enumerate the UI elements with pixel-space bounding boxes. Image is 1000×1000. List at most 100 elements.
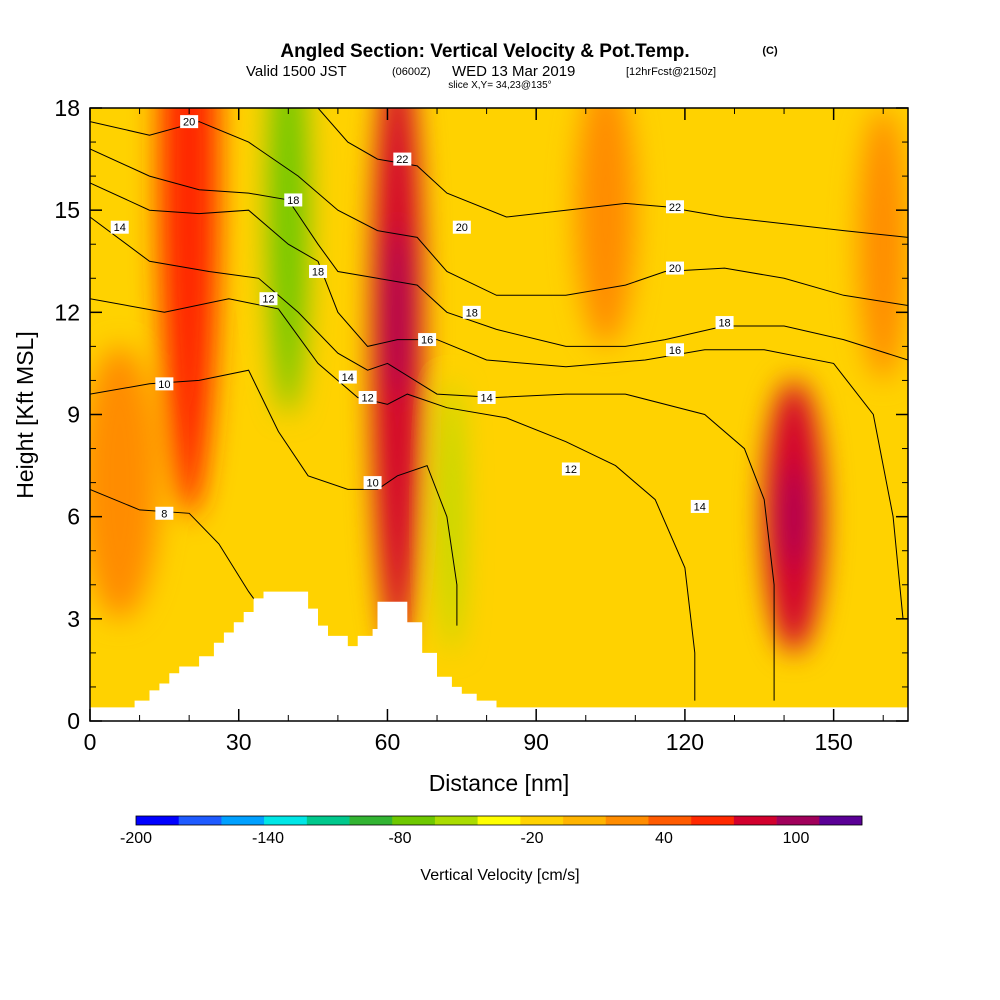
- title-mark: (C): [762, 45, 778, 57]
- colorbar-label: Vertical Velocity [cm/s]: [420, 867, 579, 884]
- contour-label-extra-4-text: 20: [669, 263, 681, 275]
- colorbar-swatch-13: [691, 816, 735, 825]
- contour-label-extra-7-text: 14: [342, 372, 354, 384]
- velocity-updraft-7: [90, 346, 160, 619]
- contour-label-14-3-bg: [110, 220, 129, 234]
- subtitle-utc: (0600Z): [392, 66, 431, 78]
- y-tick-label-6: 6: [67, 504, 80, 530]
- contour-label-extra-3-bg: [665, 200, 684, 214]
- contour-label-10-1-text: 10: [158, 379, 170, 391]
- contour-label-extra-8-bg: [477, 390, 496, 404]
- subtitle-date: WED 13 Mar 2019: [452, 63, 575, 80]
- contour-label-extra-1-bg: [452, 220, 471, 234]
- contour-label-extra-6-text: 16: [669, 345, 681, 357]
- y-tick-label-18: 18: [54, 95, 80, 121]
- contour-label-16-4-text: 16: [421, 335, 433, 347]
- contour-label-10-1: 10: [155, 377, 174, 391]
- velocity-updraft-4: [784, 465, 804, 568]
- colorbar-tick-1: -140: [252, 830, 284, 847]
- slice-label: slice X,Y= 34,23@135°: [448, 80, 551, 91]
- theta-contour-22: [317, 108, 908, 238]
- colorbar-swatch-11: [605, 816, 649, 825]
- colorbar: -200 -140 -80 -20 40 100: [120, 815, 863, 847]
- contour-label-18-5-bg: [284, 193, 303, 207]
- contour-label-extra-12: 14: [690, 499, 709, 513]
- contour-label-16-4: 16: [418, 333, 437, 347]
- x-tick-label-150: 150: [814, 729, 852, 755]
- theta-contour-20: [90, 121, 908, 306]
- contour-label-12-2-bg: [259, 292, 278, 306]
- colorbar-swatch-5: [349, 816, 393, 825]
- colorbar-swatch-8: [477, 816, 521, 825]
- theta-contour-12: [90, 298, 696, 701]
- colorbar-swatch-3: [264, 816, 308, 825]
- axes: 0 30 60 90 120 150 0 3 6 9 12 15 18: [54, 95, 908, 755]
- contour-label-extra-5: 18: [715, 316, 734, 330]
- contour-label-extra-2: 18: [462, 305, 481, 319]
- contour-label-14-3-text: 14: [114, 222, 126, 234]
- contour-label-extra-6-bg: [665, 343, 684, 357]
- contour-label-22-7: 22: [393, 152, 412, 166]
- contour-label-extra-11-bg: [363, 476, 382, 490]
- contour-label-8-0-bg: [155, 506, 174, 520]
- velocity-downdraft-6: [441, 380, 462, 653]
- theta-contour-18: [90, 148, 908, 361]
- velocity-updraft-0: [159, 108, 219, 517]
- colorbar-swatch-16: [819, 816, 863, 825]
- colorbar-tick-0: -200: [120, 830, 152, 847]
- colorbar-swatch-7: [434, 816, 478, 825]
- contour-label-extra-8: 14: [477, 390, 496, 404]
- colorbar-swatch-6: [392, 816, 436, 825]
- contour-label-extra-0: 18: [309, 264, 328, 278]
- contour-label-18-5: 18: [284, 193, 303, 207]
- contour-label-extra-0-bg: [309, 264, 328, 278]
- contour-label-20-6: 20: [180, 115, 199, 129]
- chart-title: Angled Section: Vertical Velocity & Pot.…: [280, 41, 689, 62]
- contour-label-extra-6: 16: [665, 343, 684, 357]
- contour-label-extra-9: 12: [358, 390, 377, 404]
- x-tick-label-0: 0: [84, 729, 97, 755]
- contour-label-extra-10-bg: [561, 462, 580, 476]
- contour-label-12-2: 12: [259, 292, 278, 306]
- y-axis-label: Height [Kft MSL]: [12, 331, 38, 498]
- contour-label-18-5-text: 18: [287, 195, 299, 207]
- x-axis-label: Distance [nm]: [429, 770, 570, 796]
- contour-label-extra-1: 20: [452, 220, 471, 234]
- y-tick-label-3: 3: [67, 606, 80, 632]
- contour-label-extra-7: 14: [338, 370, 357, 384]
- colorbar-tick-5: 100: [783, 830, 810, 847]
- colorbar-swatch-10: [563, 816, 607, 825]
- contour-label-extra-11-text: 10: [366, 478, 378, 490]
- contour-labels: 8 10 12 14 16 18 20 22 18 20 18 22 20 18 16 14 14 12 12 10 1…: [110, 115, 734, 520]
- y-tick-label-12: 12: [54, 299, 80, 325]
- contour-label-extra-4-bg: [665, 261, 684, 275]
- contour-label-extra-1-text: 20: [456, 222, 468, 234]
- contour-label-8-0-text: 8: [161, 508, 167, 520]
- velocity-updraft-9: [858, 108, 908, 381]
- velocity-downdraft-5: [268, 108, 309, 415]
- subtitle-valid: Valid 1500 JST: [246, 63, 347, 80]
- theta-contours: [90, 108, 908, 701]
- contour-label-extra-4: 20: [665, 261, 684, 275]
- contour-label-22-7-bg: [393, 152, 412, 166]
- x-tick-label-30: 30: [226, 729, 252, 755]
- y-tick-label-15: 15: [54, 197, 80, 223]
- y-tick-label-9: 9: [67, 402, 80, 428]
- velocity-field: [90, 108, 908, 653]
- contour-label-16-4-bg: [418, 333, 437, 347]
- colorbar-tick-4: 40: [655, 830, 673, 847]
- contour-label-extra-0-text: 18: [312, 266, 324, 278]
- x-tick-label-60: 60: [375, 729, 401, 755]
- velocity-updraft-2: [387, 227, 408, 398]
- y-tick-label-0: 0: [67, 708, 80, 734]
- contour-label-extra-11: 10: [363, 476, 382, 490]
- colorbar-swatch-12: [648, 816, 692, 825]
- theta-contour-8: [90, 488, 269, 620]
- theta-contour-14: [90, 216, 775, 701]
- x-tick-label-90: 90: [523, 729, 549, 755]
- subtitle-forecast: [12hrFcst@2150z]: [626, 66, 716, 78]
- contour-label-extra-10-text: 12: [565, 464, 577, 476]
- contour-label-20-6-text: 20: [183, 117, 195, 129]
- colorbar-swatch-2: [221, 816, 265, 825]
